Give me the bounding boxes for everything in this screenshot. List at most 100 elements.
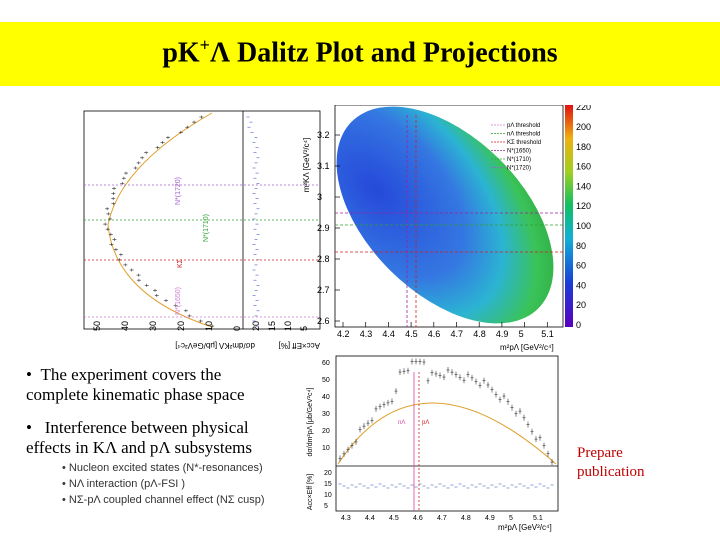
left-acceptance-points: [246, 116, 260, 327]
bottom-line-label-nlambda: nΛ: [398, 420, 405, 426]
left-x-ticks: 50 40 30 20 10 0: [92, 321, 242, 331]
bottom-x-tick-label: 5: [509, 515, 513, 522]
left-x-tick-label: 40: [120, 321, 130, 331]
color-scale-tick-label: 180: [576, 142, 591, 152]
bottom-y-tick-label: 60: [322, 360, 330, 367]
dalitz-x-ticks: 4.2 4.3 4.4 4.5 4.6 4.7 4.8 4.9 5 5.1: [337, 322, 554, 339]
dalitz-x-tick-label: 4.7: [451, 329, 464, 339]
color-scale-tick-label: 80: [576, 241, 586, 251]
bottom-data-points: [338, 358, 554, 466]
legend-entry: N*(1710): [507, 157, 531, 163]
line-label-n1650: N*(1650): [175, 287, 182, 315]
left-acc-axis-label: Acc×Eff [%]: [279, 341, 320, 350]
dalitz-y-ticks: 2.6 2.7 2.8 2.9 3 3.1 3.2: [317, 130, 340, 326]
dalitz-y-tick-label: 2.8: [317, 254, 330, 264]
color-scale-tick-label: 60: [576, 261, 586, 271]
bottom-x-tick-label: 4.7: [437, 515, 447, 522]
bottom-x-axis-label: m²pΛ [GeV²/c⁴]: [498, 523, 552, 532]
color-scale-tick-label: 220: [576, 105, 591, 112]
left-x-tick-label: 0: [232, 326, 242, 331]
left-x-tick-label: 10: [204, 321, 214, 331]
dalitz-x-tick-label: 4.8: [473, 329, 486, 339]
title-banner: [0, 22, 720, 86]
legend-entry: N*(1650): [507, 149, 531, 155]
left-acc-tick-label: 5: [299, 326, 309, 331]
color-scale-bar: [565, 105, 573, 327]
dalitz-y-tick-label: 3: [317, 192, 322, 202]
bottom-acceptance-points: [338, 483, 554, 489]
bullet-2-line2: effects in KΛ and pΛ subsystems: [26, 438, 253, 457]
line-label-n1720: N*(1720): [175, 177, 182, 205]
left-projection-plot: N*(1720) N*(1710) KΣ N*(1650) 50 40 30 20 10…: [83, 110, 321, 350]
color-scale-tick-label: 40: [576, 280, 586, 290]
left-acc-tick-label: 20: [251, 321, 261, 331]
dalitz-x-tick-label: 4.3: [360, 329, 373, 339]
bottom-acc-tick-label: 20: [324, 470, 332, 477]
bullet-1-line2: complete kinematic phase space: [26, 385, 245, 404]
dalitz-plot: pΛ threshold nΛ threshold KΣ threshold N*(1…: [302, 105, 591, 352]
dalitz-x-tick-label: 4.6: [428, 329, 441, 339]
slide-title: pK+Λ Dalitz Plot and Projections: [162, 35, 558, 69]
dalitz-x-tick-label: 5.1: [541, 329, 554, 339]
left-x-axis-label: dσ/dm²KΛ [μb/GeV²c⁴]: [175, 341, 255, 350]
dalitz-y-tick-label: 2.9: [317, 223, 330, 233]
left-acc-tick-label: 15: [267, 321, 277, 331]
dalitz-phase-space: [336, 106, 554, 324]
left-x-tick-label: 30: [148, 321, 158, 331]
bottom-x-tick-label: 5.1: [533, 515, 543, 522]
left-acc-ticks: 20 15 10 5: [251, 321, 309, 331]
bottom-x-tick-label: 4.6: [413, 515, 423, 522]
legend-entry: pΛ threshold: [507, 123, 540, 129]
dalitz-x-tick-label: 4.9: [496, 329, 509, 339]
dalitz-x-tick-label: 4.4: [382, 329, 395, 339]
sub-bullet-list: • Nucleon excited states (N*-resonances)…: [62, 460, 265, 508]
bullet-1: • The experiment covers the complete kin…: [26, 365, 245, 405]
color-scale-tick-label: 160: [576, 162, 591, 172]
bottom-y-tick-label: 50: [322, 377, 330, 384]
color-scale-tick-label: 20: [576, 300, 586, 310]
dalitz-y-tick-label: 3.2: [317, 130, 330, 140]
color-scale-tick-label: 140: [576, 181, 591, 191]
legend-entry: nΛ threshold: [507, 132, 540, 138]
bottom-y-tick-label: 10: [322, 445, 330, 452]
dalitz-y-tick-label: 3.1: [317, 161, 330, 171]
bottom-x-ticks: 4.3 4.4 4.5 4.6 4.7 4.8 4.9 5 5.1: [341, 515, 543, 522]
legend-entry: N*(1720): [507, 166, 531, 172]
dalitz-x-axis-label: m²pΛ [GeV²/c⁴]: [500, 343, 554, 352]
bottom-y-tick-label: 20: [322, 428, 330, 435]
bottom-y-tick-label: 30: [322, 411, 330, 418]
dalitz-y-axis-label: m²KΛ [GeV²/c⁴]: [302, 138, 311, 193]
bottom-x-tick-label: 4.8: [461, 515, 471, 522]
left-data-points: [103, 115, 215, 328]
dalitz-legend: pΛ threshold nΛ threshold KΣ threshold N*(1…: [491, 123, 541, 172]
side-note: Prepare publication: [577, 444, 667, 482]
dalitz-y-tick-label: 2.6: [317, 316, 330, 326]
legend-entry: KΣ threshold: [507, 140, 541, 146]
bottom-y-tick-label: 40: [322, 394, 330, 401]
bullet-1-line1: The experiment covers the: [40, 365, 222, 384]
bottom-x-tick-label: 4.9: [485, 515, 495, 522]
bottom-line-label-plambda: pΛ: [422, 420, 429, 426]
color-scale-tick-label: 0: [576, 320, 581, 330]
bullet-2: • Interference between physical effects …: [26, 418, 252, 458]
bottom-acc-axis-label: Acc×Eff [%]: [307, 474, 314, 510]
bottom-acc-ticks: 20 15 10 5: [324, 470, 332, 510]
bullet-marker: •: [26, 365, 32, 384]
sub-bullet-1: • Nucleon excited states (N*-resonances): [62, 462, 263, 474]
bottom-x-tick-label: 4.4: [365, 515, 375, 522]
left-x-tick-label: 20: [176, 321, 186, 331]
dalitz-x-tick-label: 4.2: [337, 329, 350, 339]
bottom-acc-tick-label: 15: [324, 481, 332, 488]
dalitz-x-tick-label: 4.5: [405, 329, 418, 339]
color-scale-ticks: 0 20 40 60 80 100 120 140 160 180 200 220: [576, 105, 591, 330]
side-note-line1: Prepare: [577, 445, 623, 461]
bottom-y-ticks: 60 50 40 30 20 10: [322, 360, 330, 452]
line-label-ksigma: KΣ: [177, 258, 184, 268]
bottom-acc-tick-label: 5: [324, 503, 328, 510]
dalitz-x-tick-label: 5: [519, 329, 524, 339]
sub-bullet-2: • NΛ interaction (pΛ-FSI ): [62, 478, 186, 490]
bottom-x-tick-label: 4.3: [341, 515, 351, 522]
color-scale-tick-label: 120: [576, 201, 591, 211]
color-scale-tick-label: 200: [576, 122, 591, 132]
